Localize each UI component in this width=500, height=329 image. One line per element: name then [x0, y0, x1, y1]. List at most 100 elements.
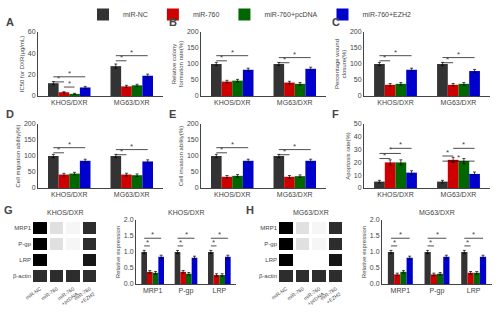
svg-text:*: * — [68, 79, 71, 88]
svg-text:*: * — [151, 230, 154, 239]
svg-text:Relative colonyformation rate(: Relative colonyformation rate(%) — [171, 41, 185, 87]
svg-text:0: 0 — [195, 184, 199, 191]
svg-text:MG63/DXR: MG63/DXR — [419, 209, 455, 216]
svg-text:KHOS/DXR: KHOS/DXR — [214, 99, 251, 106]
svg-text:20: 20 — [28, 71, 36, 78]
svg-text:0.5: 0.5 — [370, 264, 380, 271]
svg-text:*: * — [283, 55, 286, 64]
svg-text:30: 30 — [354, 146, 362, 153]
svg-text:100: 100 — [187, 152, 199, 159]
svg-text:KHOS/DXR: KHOS/DXR — [214, 191, 251, 198]
svg-text:MG63/DXR: MG63/DXR — [114, 99, 150, 106]
svg-text:2.0: 2.0 — [124, 216, 134, 223]
svg-text:MG63/DXR: MG63/DXR — [293, 209, 329, 216]
svg-text:*: * — [393, 238, 396, 247]
svg-text:*: * — [457, 50, 460, 59]
svg-text:100: 100 — [187, 60, 199, 67]
svg-text:*: * — [462, 140, 465, 149]
svg-text:Relative expression: Relative expression — [115, 226, 121, 278]
svg-text:E: E — [169, 108, 176, 120]
svg-text:200: 200 — [350, 28, 362, 35]
svg-text:50: 50 — [191, 168, 199, 175]
svg-text:1.5: 1.5 — [370, 232, 380, 239]
svg-text:60: 60 — [28, 28, 36, 35]
svg-text:*: * — [457, 153, 460, 162]
svg-text:*: * — [120, 53, 123, 62]
svg-text:*: * — [446, 55, 449, 64]
svg-text:miR-760+pcDNA: miR-760+pcDNA — [264, 11, 317, 19]
svg-text:50: 50 — [28, 168, 36, 175]
svg-text:150: 150 — [187, 44, 199, 51]
svg-text:D: D — [6, 108, 14, 120]
svg-text:LRP: LRP — [19, 257, 31, 263]
svg-text:0: 0 — [32, 92, 36, 99]
svg-text:*: * — [130, 142, 133, 151]
svg-text:150: 150 — [350, 44, 362, 51]
svg-text:150: 150 — [187, 136, 199, 143]
svg-text:*: * — [179, 238, 182, 247]
svg-text:0: 0 — [358, 184, 362, 191]
svg-text:IC50 for DXR(μg/mL): IC50 for DXR(μg/mL) — [19, 36, 25, 92]
svg-text:*: * — [68, 69, 71, 78]
svg-text:50: 50 — [191, 76, 199, 83]
svg-text:P-gp: P-gp — [430, 287, 445, 295]
svg-text:*: * — [436, 230, 439, 239]
svg-text:1.0: 1.0 — [370, 248, 380, 255]
svg-text:*: * — [220, 145, 223, 154]
svg-text:40: 40 — [28, 50, 36, 57]
svg-text:Apoptosis rate(%): Apoptosis rate(%) — [345, 132, 351, 180]
svg-text:*: * — [446, 148, 449, 157]
svg-text:miR-760+pcDNA: miR-760+pcDNA — [302, 285, 325, 306]
svg-text:*: * — [231, 140, 234, 149]
svg-text:MG63/DXR: MG63/DXR — [114, 191, 150, 198]
svg-text:*: * — [130, 48, 133, 57]
svg-text:*: * — [212, 238, 215, 247]
svg-text:200: 200 — [187, 120, 199, 127]
svg-text:B: B — [169, 16, 177, 28]
svg-text:Cell migration ability(%): Cell migration ability(%) — [15, 124, 21, 187]
svg-text:20: 20 — [354, 159, 362, 166]
svg-text:Relative expression: Relative expression — [361, 226, 367, 278]
svg-text:MRP1: MRP1 — [391, 287, 411, 294]
svg-text:A: A — [6, 16, 14, 28]
svg-text:*: * — [57, 74, 60, 83]
svg-text:*: * — [146, 238, 149, 247]
svg-text:*: * — [218, 230, 221, 239]
svg-text:0.5: 0.5 — [124, 264, 134, 271]
svg-text:G: G — [4, 204, 13, 216]
svg-text:miR-760+EZH2: miR-760+EZH2 — [362, 11, 411, 18]
svg-text:0: 0 — [358, 92, 362, 99]
svg-text:1.5: 1.5 — [124, 232, 134, 239]
svg-text:miR-760+EZH2: miR-760+EZH2 — [319, 285, 342, 306]
svg-text:P-gp: P-gp — [179, 287, 194, 295]
svg-text:*: * — [68, 140, 71, 149]
svg-text:200: 200 — [187, 28, 199, 35]
svg-text:0.0: 0.0 — [370, 280, 380, 287]
svg-text:0: 0 — [195, 92, 199, 99]
svg-text:C: C — [332, 16, 340, 28]
svg-text:MRP1: MRP1 — [14, 225, 31, 231]
svg-text:100: 100 — [350, 60, 362, 67]
svg-text:*: * — [120, 147, 123, 156]
svg-text:50: 50 — [354, 120, 362, 127]
svg-text:MRP1: MRP1 — [143, 287, 163, 294]
svg-text:*: * — [231, 48, 234, 57]
svg-text:40: 40 — [354, 133, 362, 140]
svg-text:*: * — [293, 50, 296, 59]
svg-text:*: * — [472, 230, 475, 239]
svg-text:P-gp: P-gp — [264, 241, 277, 247]
svg-text:miR-760: miR-760 — [40, 285, 59, 301]
svg-text:100: 100 — [24, 152, 36, 159]
svg-text:miR-760: miR-760 — [286, 285, 305, 301]
svg-text:miR-NC: miR-NC — [24, 285, 42, 300]
svg-text:200: 200 — [24, 120, 36, 127]
svg-text:MG63/DXR: MG63/DXR — [441, 191, 477, 198]
svg-text:*: * — [394, 48, 397, 57]
svg-text:*: * — [220, 53, 223, 62]
svg-text:LRP: LRP — [467, 287, 481, 294]
svg-text:LRP: LRP — [213, 287, 227, 294]
svg-text:KHOS/DXR: KHOS/DXR — [51, 191, 88, 198]
svg-text:miR-760+pcDNA: miR-760+pcDNA — [56, 285, 79, 306]
svg-text:miR-760+EZH2: miR-760+EZH2 — [73, 285, 96, 306]
svg-text:KHOS/DXR: KHOS/DXR — [377, 99, 414, 106]
